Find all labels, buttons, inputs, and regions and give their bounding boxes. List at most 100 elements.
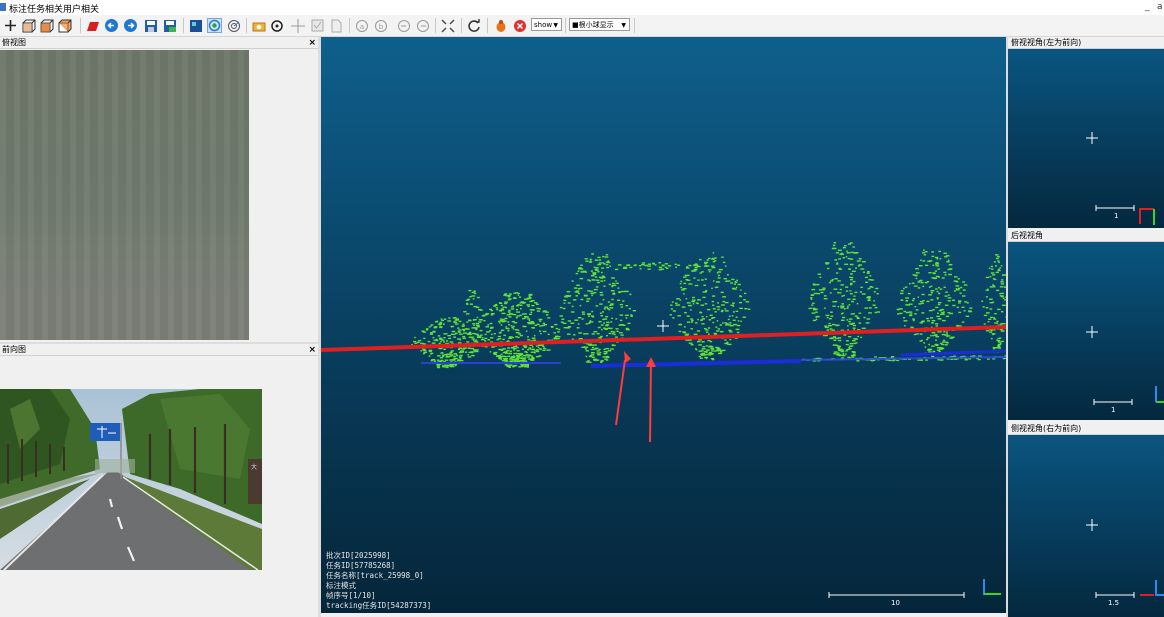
- point: [451, 363, 455, 366]
- side-view[interactable]: 1.5: [1008, 435, 1164, 617]
- save-as-icon[interactable]: [162, 18, 177, 33]
- rear-view[interactable]: 1: [1008, 242, 1164, 420]
- point: [450, 365, 455, 368]
- point: [508, 316, 512, 318]
- point: [732, 305, 735, 307]
- point: [685, 339, 690, 341]
- rotate-icon[interactable]: [269, 18, 284, 33]
- point: [686, 266, 689, 268]
- menu-user[interactable]: 用户相关: [63, 5, 100, 15]
- point: [463, 311, 467, 313]
- rotate-left-icon[interactable]: [396, 18, 411, 33]
- refresh-icon[interactable]: [466, 18, 481, 33]
- point: [578, 288, 581, 290]
- arrow-right-circle-icon[interactable]: [123, 18, 138, 33]
- grid-view-icon[interactable]: [188, 18, 203, 33]
- crosshair-icon[interactable]: [290, 18, 305, 33]
- point: [721, 309, 724, 312]
- point: [585, 355, 588, 358]
- top-view[interactable]: 1: [1008, 49, 1164, 228]
- red-box-icon[interactable]: [85, 18, 100, 33]
- point: [524, 365, 527, 368]
- point: [452, 359, 456, 361]
- point: [985, 296, 988, 298]
- cube-front-icon[interactable]: [21, 18, 36, 33]
- close-icon[interactable]: ×: [308, 345, 316, 355]
- point: [935, 262, 939, 264]
- cube-back-icon[interactable]: [57, 18, 72, 33]
- point: [685, 267, 690, 269]
- point: [563, 327, 568, 329]
- vertical-splitter[interactable]: [318, 37, 321, 617]
- point: [584, 258, 588, 260]
- point: [567, 295, 571, 298]
- point: [500, 310, 502, 312]
- point: [453, 353, 457, 355]
- toolbar-separator: [246, 18, 247, 33]
- radar-icon[interactable]: [226, 18, 241, 33]
- toolbar-separator: [349, 18, 350, 33]
- nav-prev-icon[interactable]: a: [354, 18, 369, 33]
- point: [432, 330, 436, 333]
- cube-side-icon[interactable]: [39, 18, 54, 33]
- point: [468, 336, 473, 338]
- save-icon[interactable]: [143, 18, 158, 33]
- checkbox-icon[interactable]: [310, 18, 325, 33]
- point: [633, 264, 637, 267]
- point: [462, 337, 466, 339]
- display-mode-select[interactable]: ■根小球显示 ▼: [569, 18, 630, 31]
- point: [854, 252, 857, 254]
- point: [848, 304, 851, 306]
- point: [724, 301, 729, 304]
- add-icon[interactable]: [3, 18, 18, 33]
- camera-icon[interactable]: [251, 18, 266, 33]
- point: [705, 316, 708, 318]
- point: [547, 317, 551, 319]
- point: [968, 310, 972, 312]
- point: [831, 337, 834, 340]
- point: [603, 263, 606, 265]
- vertical-splitter[interactable]: [1006, 37, 1008, 617]
- point: [531, 356, 535, 359]
- point: [458, 342, 462, 344]
- point: [606, 266, 609, 269]
- lane-line[interactable]: [321, 325, 1006, 352]
- point: [505, 326, 507, 328]
- point: [471, 354, 475, 357]
- point: [606, 335, 608, 337]
- pointcloud-viewer[interactable]: 10 批次ID[2025998] 任务ID[57785268] 任务名称[tra…: [321, 37, 1006, 613]
- point: [934, 334, 938, 336]
- nav-next-icon[interactable]: b: [373, 18, 388, 33]
- point: [936, 349, 940, 351]
- target-icon[interactable]: [207, 18, 222, 33]
- point: [625, 327, 629, 330]
- point: [1001, 340, 1004, 343]
- close-icon[interactable]: ×: [308, 38, 316, 48]
- point: [682, 331, 686, 333]
- point: [529, 300, 533, 303]
- show-select[interactable]: show ▼: [531, 18, 562, 31]
- minimize-button[interactable]: _: [1145, 2, 1150, 12]
- rotate-right-icon[interactable]: [415, 18, 430, 33]
- bug-icon[interactable]: [493, 18, 508, 33]
- menu-annotation-tasks[interactable]: 标注任务相关: [9, 5, 64, 15]
- point: [852, 280, 856, 283]
- delete-icon[interactable]: [512, 18, 527, 33]
- pointcloud-canvas[interactable]: [321, 37, 1006, 613]
- point: [521, 348, 524, 350]
- point: [997, 347, 1001, 349]
- panel-splitter[interactable]: [0, 342, 320, 344]
- bev-title-label: 俯视图: [2, 38, 26, 47]
- point: [989, 286, 994, 288]
- document-icon[interactable]: [329, 18, 344, 33]
- arrow-left-circle-icon[interactable]: [104, 18, 119, 33]
- point: [690, 344, 694, 346]
- point: [543, 310, 547, 312]
- point: [498, 309, 501, 312]
- shrink-icon[interactable]: [440, 18, 455, 33]
- point: [528, 319, 531, 322]
- point: [812, 319, 817, 322]
- point: [598, 348, 601, 351]
- point: [945, 331, 948, 333]
- restore-button[interactable]: a: [1157, 2, 1163, 12]
